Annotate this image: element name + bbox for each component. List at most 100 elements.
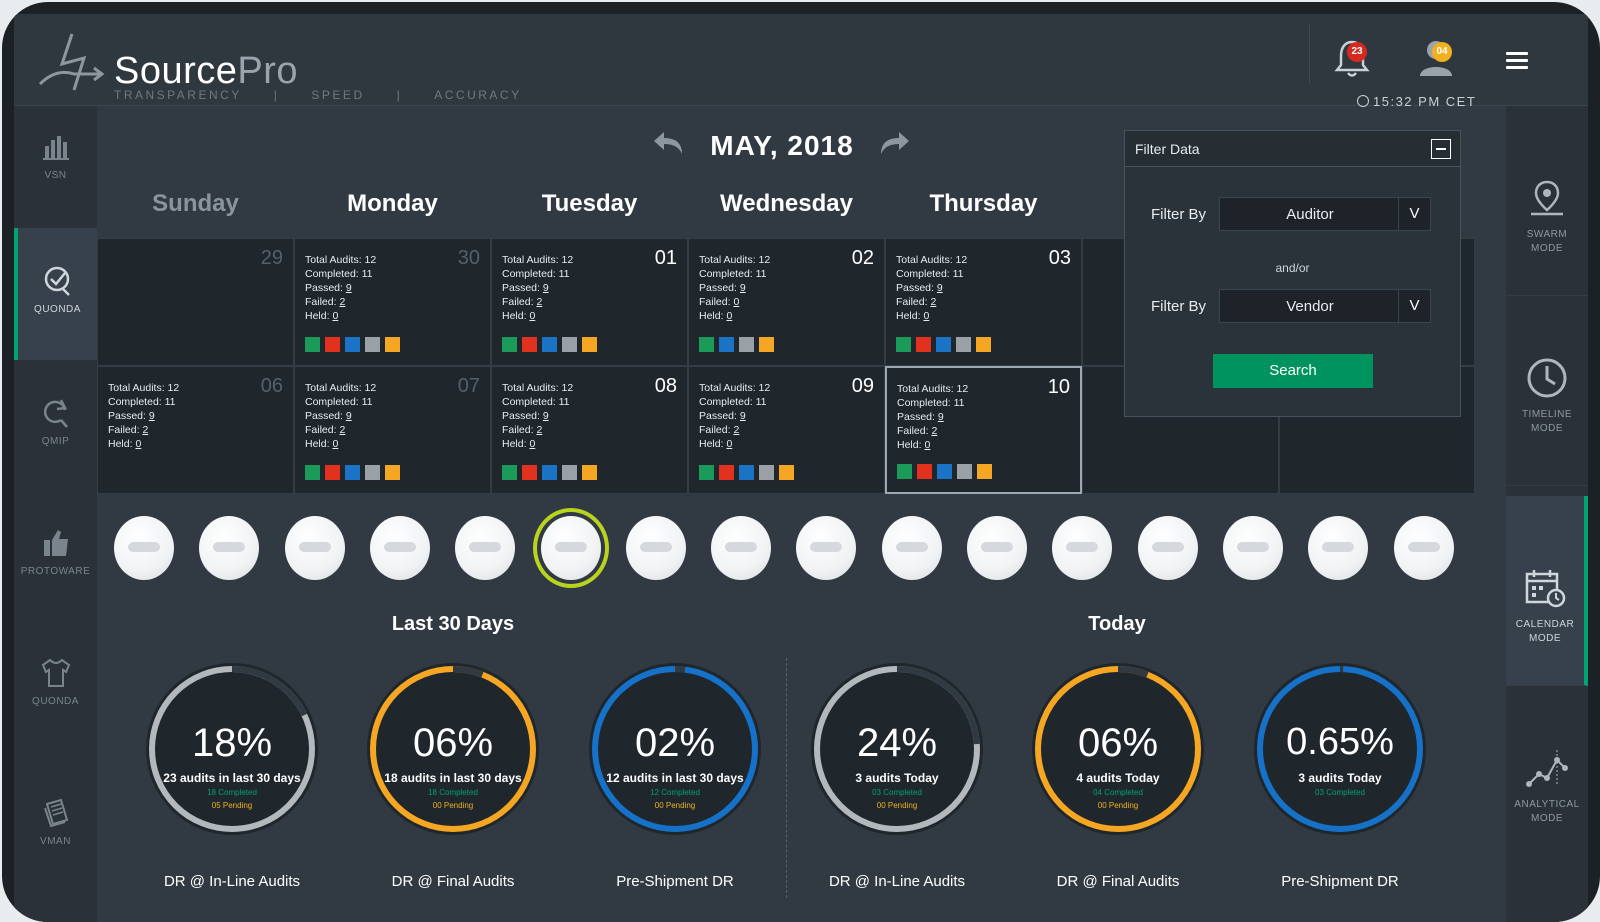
status-swatch[interactable] xyxy=(582,465,597,480)
nav-vsn[interactable]: VSN xyxy=(14,130,97,262)
brand-logo[interactable] xyxy=(369,516,430,580)
metric-ring-card[interactable]: 24% 3 audits Today 03 Completed 00 Pending D… xyxy=(797,661,997,901)
passed-link[interactable]: 9 xyxy=(542,410,549,422)
brand-logo[interactable] xyxy=(625,516,686,580)
vendor-select[interactable]: Vendor V xyxy=(1219,289,1431,323)
status-swatch[interactable] xyxy=(365,337,380,352)
brand-logo-selected[interactable] xyxy=(540,516,601,580)
metric-ring-card[interactable]: 18% 23 audits in last 30 days 18 Completed… xyxy=(132,661,332,901)
status-swatch[interactable] xyxy=(305,465,320,480)
failed-link[interactable]: 2 xyxy=(536,424,543,436)
calendar-day-cell[interactable]: 09 Total Audits: 12 Completed: 11 Passed: 9… xyxy=(688,366,885,494)
chevron-down-icon[interactable]: V xyxy=(1398,290,1430,322)
status-swatch[interactable] xyxy=(957,464,972,479)
held-link[interactable]: 0 xyxy=(135,438,142,450)
status-swatch[interactable] xyxy=(502,337,517,352)
brand-logo[interactable] xyxy=(1137,516,1198,580)
status-swatch[interactable] xyxy=(896,337,911,352)
metric-ring-card[interactable]: 06% 4 audits Today 04 Completed 00 Pending D… xyxy=(1018,661,1218,901)
held-link[interactable]: 0 xyxy=(332,438,339,450)
status-swatch[interactable] xyxy=(325,465,340,480)
calendar-day-cell[interactable]: 29 xyxy=(97,238,294,366)
calendar-day-cell[interactable]: 02 Total Audits: 12 Completed: 11 Passed: 9… xyxy=(688,238,885,366)
mode-calendar-active[interactable]: CALENDAR MODE xyxy=(1506,496,1588,686)
held-link[interactable]: 0 xyxy=(924,439,931,451)
status-swatch[interactable] xyxy=(562,337,577,352)
collapse-icon[interactable] xyxy=(1431,139,1451,159)
brand-logo[interactable] xyxy=(967,516,1027,580)
status-swatch[interactable] xyxy=(502,465,517,480)
hamburger-menu-icon[interactable] xyxy=(1506,52,1528,70)
mode-timeline[interactable]: TIMELINE MODE xyxy=(1506,296,1588,486)
passed-link[interactable]: 9 xyxy=(345,410,352,422)
status-swatch[interactable] xyxy=(956,337,971,352)
brand-logo[interactable] xyxy=(1308,516,1369,580)
brand-logo[interactable] xyxy=(1222,516,1283,580)
mode-analytical[interactable]: ANALYTICAL MODE xyxy=(1506,696,1588,886)
held-link[interactable]: 0 xyxy=(529,310,536,322)
calendar-day-cell[interactable]: 30 Total Audits: 12 Completed: 11 Passed: 9… xyxy=(294,238,491,366)
status-swatch[interactable] xyxy=(779,465,794,480)
brand-logo[interactable] xyxy=(1393,516,1454,580)
status-swatch[interactable] xyxy=(345,465,360,480)
status-swatch[interactable] xyxy=(719,337,734,352)
failed-link[interactable]: 2 xyxy=(339,296,346,308)
calendar-day-cell-selected[interactable]: 10 Total Audits: 12 Completed: 11 Passed: 9… xyxy=(885,366,1082,494)
nav-qmip[interactable]: QMIP xyxy=(14,396,97,528)
status-swatch[interactable] xyxy=(719,465,734,480)
metric-ring-card[interactable]: 06% 18 audits in last 30 days 18 Completed… xyxy=(353,661,553,901)
search-button[interactable]: Search xyxy=(1213,354,1373,388)
status-swatch[interactable] xyxy=(936,337,951,352)
brand-logo[interactable] xyxy=(284,516,345,580)
failed-link[interactable]: 2 xyxy=(733,424,740,436)
mode-swarm[interactable]: SWARM MODE xyxy=(1506,106,1588,296)
status-swatch[interactable] xyxy=(305,337,320,352)
status-swatch[interactable] xyxy=(916,337,931,352)
brand-logo[interactable] xyxy=(114,516,174,580)
calendar-day-cell[interactable]: 08 Total Audits: 12 Completed: 11 Passed: 9… xyxy=(491,366,688,494)
status-swatch[interactable] xyxy=(582,337,597,352)
next-month-icon[interactable] xyxy=(877,128,911,158)
previous-month-icon[interactable] xyxy=(652,128,686,158)
status-swatch[interactable] xyxy=(917,464,932,479)
passed-link[interactable]: 9 xyxy=(739,410,746,422)
nav-protoware[interactable]: PROTOWARE xyxy=(14,526,97,658)
nav-quonda-active[interactable]: QUONDA xyxy=(14,228,97,360)
auditor-select[interactable]: Auditor V xyxy=(1219,197,1431,231)
held-link[interactable]: 0 xyxy=(726,310,733,322)
status-swatch[interactable] xyxy=(699,465,714,480)
calendar-day-cell[interactable]: 07 Total Audits: 12 Completed: 11 Passed: 9… xyxy=(294,366,491,494)
status-swatch[interactable] xyxy=(897,464,912,479)
nav-quonda[interactable]: QUONDA xyxy=(14,656,97,788)
brand-logo[interactable] xyxy=(455,516,516,580)
failed-link[interactable]: 2 xyxy=(930,296,937,308)
failed-link[interactable]: 0 xyxy=(733,296,740,308)
status-swatch[interactable] xyxy=(759,465,774,480)
status-swatch[interactable] xyxy=(385,337,400,352)
failed-link[interactable]: 2 xyxy=(142,424,149,436)
brand-logo[interactable] xyxy=(796,516,857,580)
failed-link[interactable]: 2 xyxy=(536,296,543,308)
brand-logo[interactable] xyxy=(881,516,942,580)
metric-ring-card[interactable]: 0.65% 3 audits Today 03 Completed Pre-Shipm… xyxy=(1240,661,1440,901)
status-swatch[interactable] xyxy=(937,464,952,479)
failed-link[interactable]: 2 xyxy=(339,424,346,436)
status-swatch[interactable] xyxy=(976,337,991,352)
status-swatch[interactable] xyxy=(365,465,380,480)
status-swatch[interactable] xyxy=(977,464,992,479)
status-swatch[interactable] xyxy=(522,337,537,352)
failed-link[interactable]: 2 xyxy=(931,425,938,437)
metric-ring-card[interactable]: 02% 12 audits in last 30 days 12 Completed… xyxy=(575,661,775,901)
status-swatch[interactable] xyxy=(699,337,714,352)
status-swatch[interactable] xyxy=(385,465,400,480)
passed-link[interactable]: 9 xyxy=(937,411,944,423)
passed-link[interactable]: 9 xyxy=(739,282,746,294)
status-swatch[interactable] xyxy=(325,337,340,352)
nav-vman[interactable]: VMAN xyxy=(14,796,97,922)
passed-link[interactable]: 9 xyxy=(542,282,549,294)
status-swatch[interactable] xyxy=(759,337,774,352)
status-swatch[interactable] xyxy=(542,337,557,352)
brand-logo[interactable] xyxy=(199,516,260,580)
held-link[interactable]: 0 xyxy=(726,438,733,450)
calendar-day-cell[interactable]: 03 Total Audits: 12 Completed: 11 Passed: 9… xyxy=(885,238,1082,366)
